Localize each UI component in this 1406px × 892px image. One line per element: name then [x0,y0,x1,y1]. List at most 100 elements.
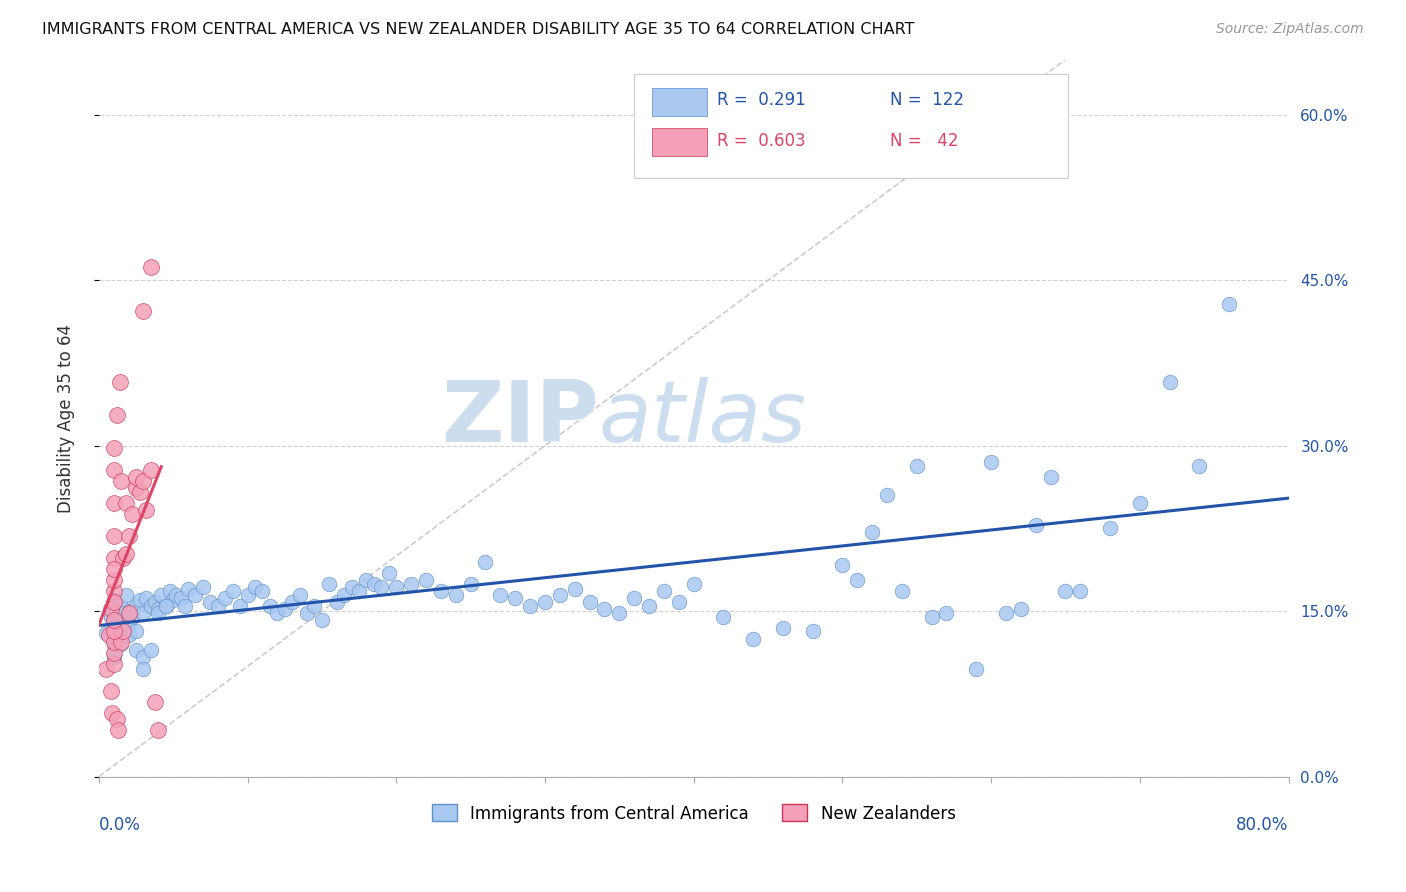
Point [1099,521,1122,535]
Point [103,584,125,599]
Point [103,637,125,651]
Point [110,607,132,621]
Point [103,646,125,660]
Point [103,615,125,630]
Point [623,591,645,605]
Point [103,635,125,649]
Point [114,547,136,561]
Point [607,607,630,621]
Point [184,588,207,602]
Point [125,642,148,657]
Point [1025,518,1047,533]
Point [503,591,526,605]
Point [564,582,586,596]
Point [132,661,155,675]
Point [191,580,214,594]
Point [132,304,155,318]
Point [333,588,356,602]
Point [135,591,157,605]
Point [121,507,143,521]
Point [100,602,122,616]
Point [103,595,125,609]
Point [266,607,288,621]
Point [148,723,170,738]
Point [117,628,139,642]
Point [415,574,437,588]
Point [713,609,735,624]
Point [139,642,162,657]
Point [356,574,378,588]
Point [281,595,304,609]
Point [105,408,128,422]
Point [117,617,139,632]
Point [378,566,401,580]
Point [114,496,136,510]
Point [207,599,229,613]
Point [110,621,132,635]
Point [117,607,139,621]
Point [534,595,557,609]
Point [742,632,765,646]
Point [935,607,957,621]
Text: 80.0%: 80.0% [1236,816,1288,834]
Point [103,496,125,510]
Point [103,562,125,576]
Point [860,524,883,539]
Point [177,582,200,596]
Point [221,584,243,599]
Point [460,576,482,591]
Point [846,574,869,588]
Point [111,551,134,566]
Point [143,595,166,609]
Point [259,599,281,613]
Point [1069,584,1091,599]
Point [243,580,266,594]
Text: ZIP: ZIP [440,376,599,459]
Point [103,635,125,649]
Point [103,593,125,607]
Point [96,661,118,675]
Point [111,624,134,638]
Point [165,588,187,602]
FancyBboxPatch shape [652,87,707,116]
Point [108,375,131,389]
Point [103,574,125,588]
FancyBboxPatch shape [652,128,707,156]
FancyBboxPatch shape [634,74,1069,178]
Point [363,576,385,591]
Point [399,576,422,591]
Point [340,580,363,594]
Point [125,599,148,613]
Point [174,599,197,613]
Point [100,683,122,698]
Point [252,584,274,599]
Point [103,529,125,543]
Point [103,624,125,638]
Point [980,455,1002,469]
Point [139,599,162,613]
Point [110,474,132,488]
Point [444,588,467,602]
Point [905,458,928,473]
Point [148,602,170,616]
Point [110,617,132,632]
Point [548,588,571,602]
Point [921,609,943,624]
Point [347,584,370,599]
Point [150,588,173,602]
Point [668,595,690,609]
Point [1054,584,1077,599]
Text: atlas: atlas [599,376,807,459]
Point [132,650,155,665]
Point [96,626,118,640]
Point [304,599,326,613]
Point [132,607,155,621]
Point [155,599,177,613]
Point [965,661,987,675]
Point [430,584,453,599]
Point [103,595,125,609]
Text: N =   42: N = 42 [890,132,959,150]
Point [103,441,125,455]
Point [148,607,170,621]
Point [110,599,132,613]
